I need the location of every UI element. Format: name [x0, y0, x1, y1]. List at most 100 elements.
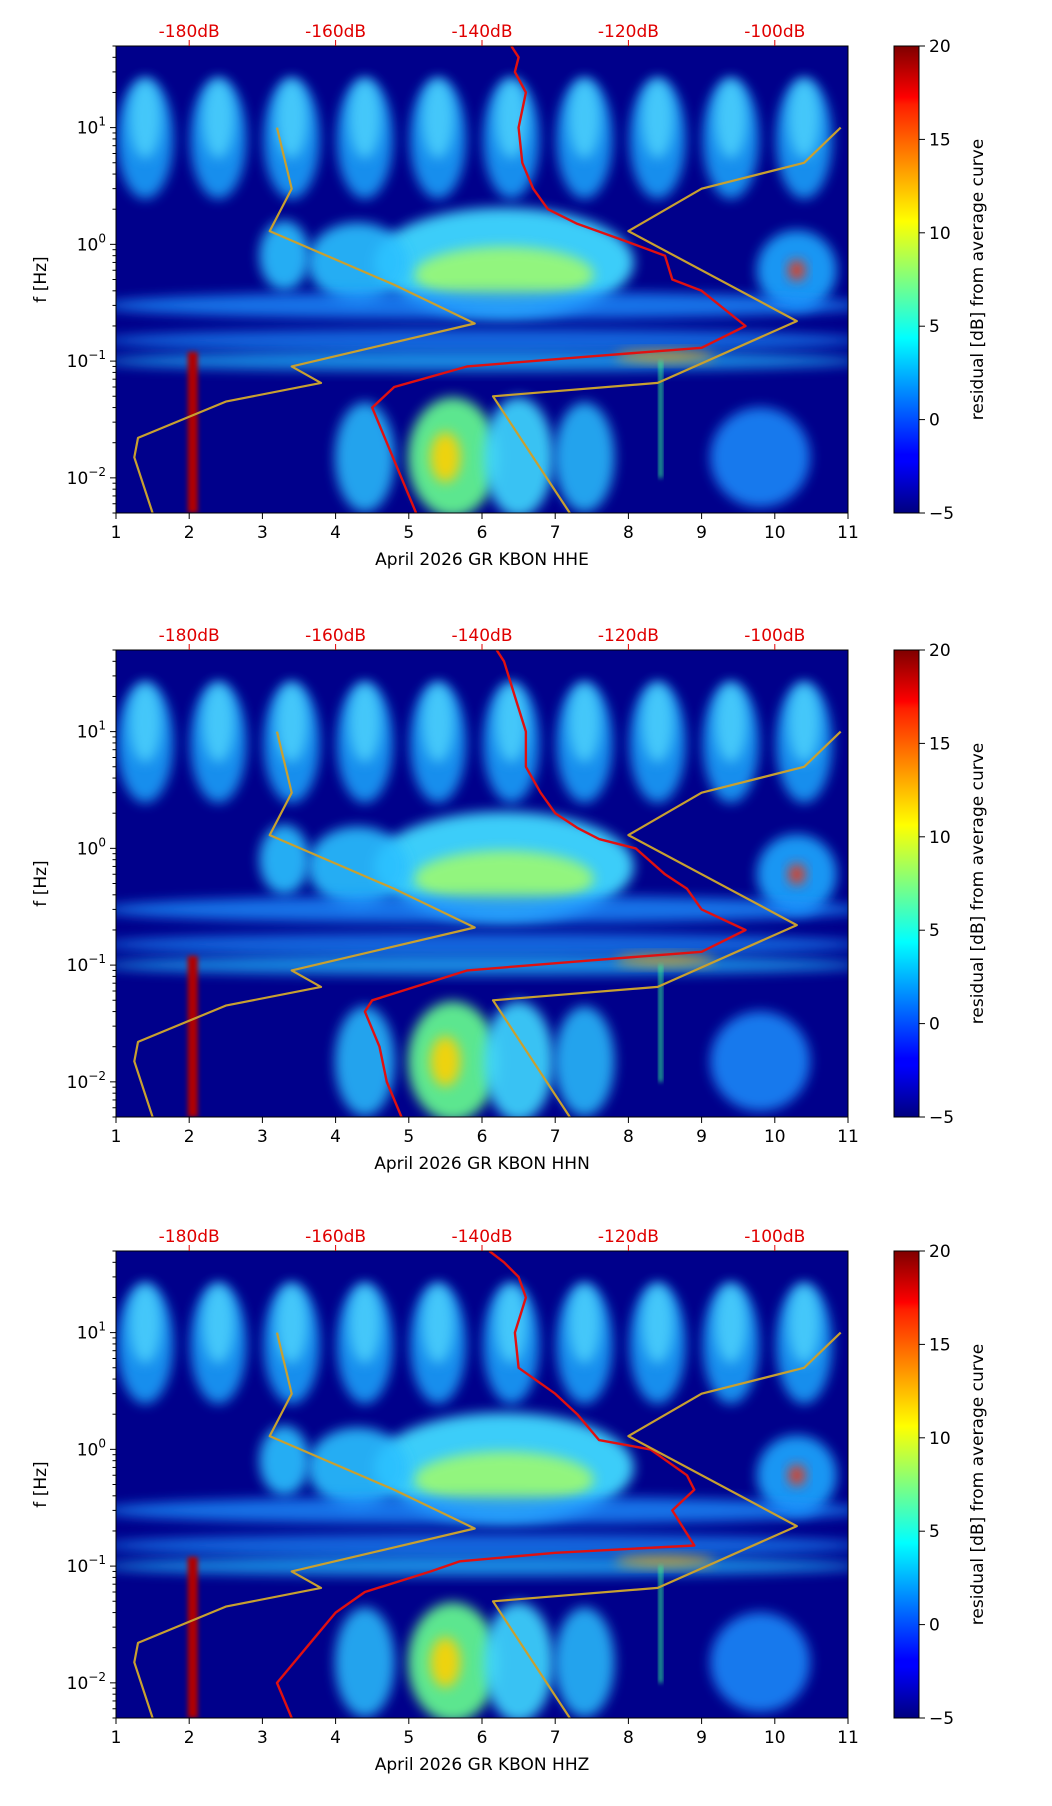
heatmap-patch — [348, 1283, 381, 1364]
colorbar-label: residual [dB] from average curve — [968, 1344, 988, 1625]
colorbar-tick-label: 10 — [929, 224, 951, 244]
y-tick-label: 10−1 — [67, 952, 106, 976]
heatmap-patch — [202, 1283, 235, 1364]
heatmap-patch — [275, 78, 308, 159]
x-tick-label: 5 — [403, 1728, 414, 1748]
heatmap-patch — [430, 432, 461, 483]
x-axis-label: April 2026 GR KBON HHN — [374, 1154, 590, 1174]
heatmap-patch — [615, 954, 715, 967]
heatmap-patch — [202, 682, 235, 763]
panel-1: 1 2 3 4 5 6 7 8 9 10 11 April 2026 GR KBON HHE -180d… — [31, 22, 988, 570]
db-tick-label: -180dB — [159, 1227, 220, 1247]
x-tick-label: 3 — [257, 1728, 268, 1748]
colorbar-tick-label: 5 — [929, 1522, 940, 1542]
heatmap-streak — [187, 955, 198, 1117]
x-tick-label: 2 — [184, 1127, 195, 1147]
db-tick-label: -160dB — [305, 22, 366, 42]
heatmap-patch — [710, 1612, 811, 1713]
noise-model-curve — [491, 126, 842, 513]
heatmap-patch — [710, 407, 811, 508]
heatmap-patch — [568, 78, 601, 159]
heatmap-patch — [116, 1496, 848, 1525]
y-axis-label: f [Hz] — [31, 860, 51, 906]
colorbar-tick-label: 20 — [929, 641, 951, 661]
heatmap-patch — [554, 402, 615, 513]
colorbar-label: residual [dB] from average curve — [968, 743, 988, 1024]
heatmap-patch — [641, 78, 674, 159]
heatmap-patch — [788, 864, 805, 885]
heatmap-patch — [483, 1001, 554, 1117]
heatmap-patch — [413, 246, 594, 303]
heatmap-patch — [202, 78, 235, 159]
x-tick-label: 10 — [764, 523, 786, 543]
x-tick-label: 1 — [111, 1127, 122, 1147]
db-tick-label: -180dB — [159, 22, 220, 42]
heatmap-patch — [116, 328, 848, 353]
colorbar-tick-label: 10 — [929, 828, 951, 848]
db-tick-label: -140dB — [451, 1227, 512, 1247]
heatmap-patch — [422, 682, 455, 763]
heatmap-patch — [422, 78, 455, 159]
heatmap-patch — [483, 1602, 554, 1718]
heatmap-patch — [495, 78, 528, 159]
noise-model-curve — [491, 1331, 842, 1718]
x-tick-label: 10 — [764, 1127, 786, 1147]
y-tick-label: 10−2 — [67, 1069, 106, 1093]
x-tick-label: 1 — [111, 523, 122, 543]
colorbar-tick-label: 0 — [929, 1015, 940, 1035]
db-tick-label: -180dB — [159, 626, 220, 646]
psd-curve — [363, 650, 747, 1117]
heatmap-patch — [422, 1283, 455, 1364]
heatmap-patch — [554, 1006, 615, 1117]
colorbar-tick-label: −5 — [929, 1709, 954, 1729]
db-tick-label: -120dB — [598, 1227, 659, 1247]
heatmap-streak — [659, 1566, 663, 1683]
heatmap-streak — [659, 965, 663, 1082]
db-tick-label: -100dB — [744, 22, 805, 42]
heatmap-patch — [259, 824, 310, 895]
y-tick-label: 10−2 — [67, 465, 106, 489]
heatmap-patch — [568, 682, 601, 763]
db-tick-label: -140dB — [451, 626, 512, 646]
x-tick-label: 7 — [550, 523, 561, 543]
y-tick-label: 101 — [77, 115, 106, 139]
x-tick-label: 8 — [623, 523, 634, 543]
x-tick-label: 11 — [837, 523, 859, 543]
heatmap-patch — [413, 850, 594, 907]
colorbar-tick-label: 20 — [929, 37, 951, 57]
heatmap-patch — [430, 1637, 461, 1688]
heatmap-patch — [483, 397, 554, 513]
colorbar — [893, 649, 920, 1118]
psd-curve — [275, 1251, 696, 1718]
db-tick-label: -160dB — [305, 626, 366, 646]
x-tick-label: 7 — [550, 1728, 561, 1748]
heatmap-patch — [129, 78, 162, 159]
noise-model-curve — [491, 730, 842, 1117]
heatmap-patch — [275, 1283, 308, 1364]
x-tick-label: 4 — [330, 1127, 341, 1147]
panel-3: 1 2 3 4 5 6 7 8 9 10 11 April 2026 GR KBON HHZ -180d… — [31, 1227, 988, 1775]
y-tick-label: 10−1 — [67, 1553, 106, 1577]
y-tick-label: 100 — [77, 231, 106, 255]
heatmap-patch — [554, 1607, 615, 1718]
x-tick-label: 8 — [623, 1728, 634, 1748]
heatmap-patch — [116, 932, 848, 957]
heatmap-patch — [116, 955, 848, 976]
colorbar-tick-label: 5 — [929, 317, 940, 337]
x-tick-label: 7 — [550, 1127, 561, 1147]
heatmap-3 — [116, 1251, 848, 1718]
colorbar-tick-label: 5 — [929, 921, 940, 941]
heatmap-patch — [129, 1283, 162, 1364]
y-tick-label: 10−2 — [67, 1670, 106, 1694]
heatmap-patch — [413, 1451, 594, 1508]
colorbar-tick-label: 10 — [929, 1429, 951, 1449]
x-tick-label: 9 — [696, 1127, 707, 1147]
heatmap-patch — [334, 1006, 395, 1117]
heatmap-patch — [348, 682, 381, 763]
x-tick-label: 5 — [403, 523, 414, 543]
heatmap-patch — [714, 1283, 747, 1364]
x-tick-label: 11 — [837, 1127, 859, 1147]
heatmap-patch — [129, 682, 162, 763]
heatmap-patch — [275, 682, 308, 763]
psd-curve — [371, 46, 747, 513]
